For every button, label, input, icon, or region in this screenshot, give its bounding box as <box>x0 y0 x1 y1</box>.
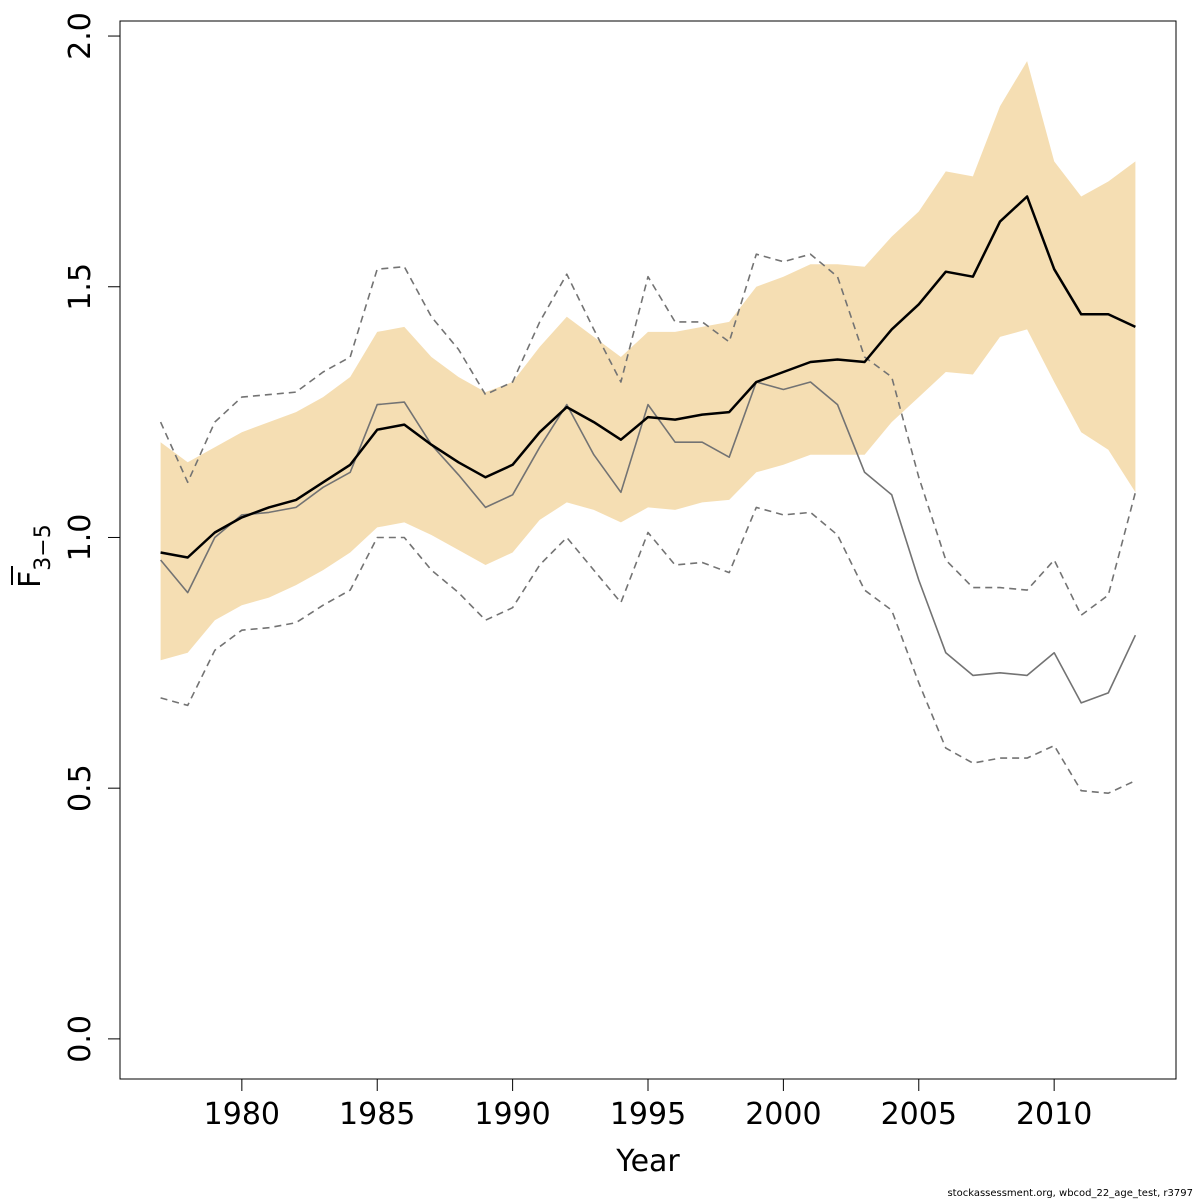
y-tick-label: 2.0 <box>63 12 98 60</box>
x-axis-title: Year <box>615 1144 680 1179</box>
y-axis-title-subscript: 3−5 <box>31 524 56 570</box>
y-axis-title-main: F <box>13 571 48 588</box>
confidence-band <box>160 61 1136 661</box>
svg-text:F3−5: F3−5 <box>13 524 56 588</box>
retro-lower-line <box>160 506 1136 795</box>
retro-estimate-line <box>159 381 1137 704</box>
y-tick-label: 1.0 <box>63 514 98 562</box>
x-tick-label: 2005 <box>881 1097 957 1132</box>
y-tick-label: 0.5 <box>63 764 98 812</box>
y-tick-label: 1.5 <box>63 263 98 311</box>
y-tick-label: 0.0 <box>63 1015 98 1063</box>
footer-credit: stockassessment.org, wbcod_22_age_test, … <box>947 1188 1193 1199</box>
x-tick-label: 2010 <box>1016 1097 1092 1132</box>
estimate-line <box>160 195 1136 559</box>
x-tick-label: 1980 <box>204 1097 280 1132</box>
x-tick-label: 1995 <box>610 1097 686 1132</box>
retro-upper-line <box>159 253 1137 617</box>
x-tick-label: 2000 <box>745 1097 821 1132</box>
plot-area <box>159 61 1137 795</box>
x-tick-label: 1990 <box>474 1097 550 1132</box>
y-axis: 0.0 0.5 1.0 1.5 2.0 <box>63 12 121 1063</box>
y-axis-title: F3−5 <box>11 524 56 588</box>
x-axis: 1980 1985 1990 1995 2000 2005 2010 <box>204 1078 1092 1132</box>
x-tick-label: 1985 <box>339 1097 415 1132</box>
